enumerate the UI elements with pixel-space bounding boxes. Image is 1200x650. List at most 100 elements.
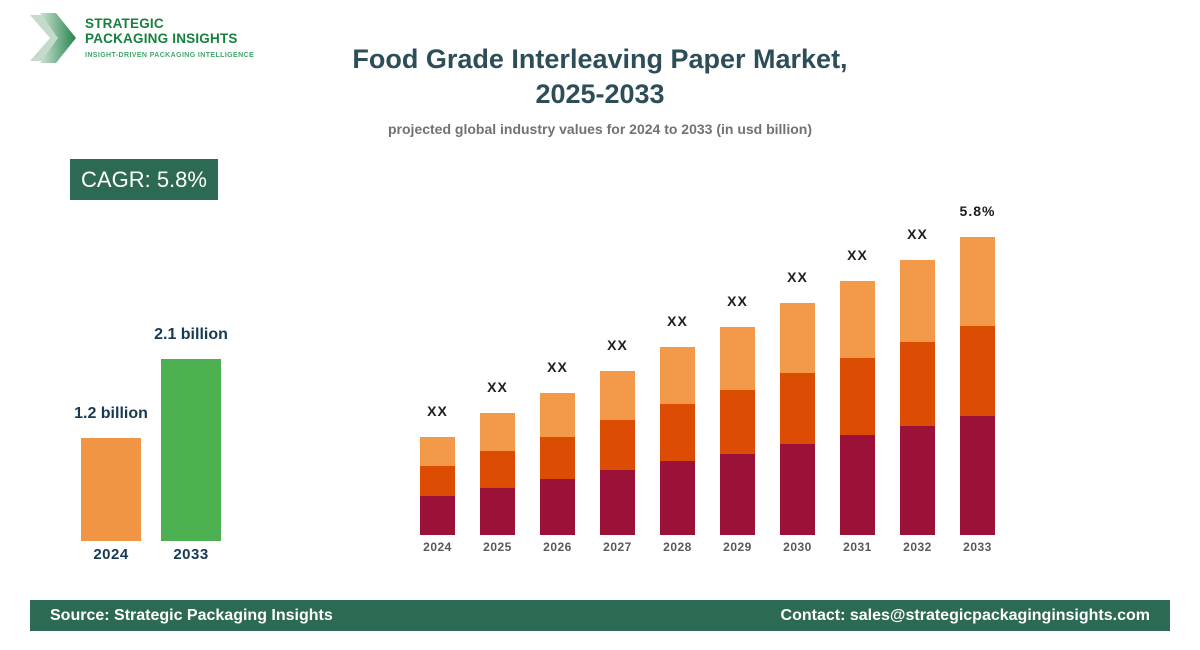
bar-value-label: XX: [727, 293, 748, 309]
segment-middle: [780, 373, 815, 444]
bar-category-label: 2030: [783, 540, 812, 554]
title-block: Food Grade Interleaving Paper Market, 20…: [0, 42, 1200, 137]
bar-value-label: XX: [607, 337, 628, 353]
segment-middle: [480, 451, 515, 488]
segment-bottom: [540, 479, 575, 535]
bar-category-label: 2027: [603, 540, 632, 554]
mini-bar-group: 1.2 billion 2024: [74, 405, 148, 563]
brand-name-line2: PACKAGING INSIGHTS: [85, 31, 238, 46]
segment-middle: [960, 326, 995, 416]
main-chart-bars: XX 2024 XX 2025 XX 2026 XX 2027 XX 2028 XX 2029 XX 20…: [420, 203, 995, 554]
page-title-line2: 2025-2033: [535, 79, 665, 109]
bar-value-label: 5.8%: [959, 203, 996, 219]
segment-top: [600, 371, 635, 420]
bar-category-label: 2025: [483, 540, 512, 554]
cagr-label: CAGR: 5.8%: [81, 166, 207, 192]
bar-stack: [780, 303, 815, 535]
mini-chart: 1.2 billion 2024 2.1 billion 2033: [74, 326, 228, 563]
bar-value-label: XX: [787, 269, 808, 285]
bar-stack: [720, 327, 755, 535]
bar-value-label: XX: [907, 226, 928, 242]
segment-bottom: [960, 416, 995, 535]
brand-name: STRATEGIC PACKAGING INSIGHTS: [85, 16, 254, 46]
bar-stack: [960, 237, 995, 535]
segment-top: [960, 237, 995, 326]
cagr-badge: CAGR: 5.8%: [70, 159, 218, 200]
page-subtitle: projected global industry values for 202…: [388, 121, 812, 137]
bar-category-label: 2024: [93, 546, 129, 563]
segment-middle: [600, 420, 635, 470]
bar: [81, 438, 141, 541]
bar-value-label: 2.1 billion: [154, 326, 228, 343]
bar-stack: [900, 260, 935, 535]
segment-bottom: [840, 435, 875, 535]
segment-middle: [720, 390, 755, 454]
bar-category-label: 2031: [843, 540, 872, 554]
segment-top: [720, 327, 755, 390]
segment-bottom: [780, 444, 815, 535]
bar-stack: [420, 437, 455, 535]
main-chart: XX 2024 XX 2025 XX 2026 XX 2027 XX 2028 XX 2029 XX 20…: [420, 203, 995, 554]
segment-top: [480, 413, 515, 451]
brand-logo: STRATEGIC PACKAGING INSIGHTS INSIGHT-DRI…: [30, 12, 254, 64]
stacked-bar-group: XX 2024: [420, 403, 455, 554]
bar: [161, 359, 221, 541]
bar-category-label: 2026: [543, 540, 572, 554]
bar-category-label: 2029: [723, 540, 752, 554]
segment-bottom: [600, 470, 635, 535]
segment-top: [540, 393, 575, 437]
bar-category-label: 2033: [173, 546, 209, 563]
brand-text-block: STRATEGIC PACKAGING INSIGHTS INSIGHT-DRI…: [85, 16, 254, 59]
segment-top: [900, 260, 935, 342]
bar-stack: [540, 393, 575, 535]
bar-category-label: 2033: [963, 540, 992, 554]
footer-contact[interactable]: Contact: sales@strategicpackaginginsight…: [780, 606, 1150, 624]
bar-value-label: XX: [427, 403, 448, 419]
brand-chevron-icon: [30, 13, 76, 63]
segment-bottom: [480, 488, 515, 535]
bar-category-label: 2024: [423, 540, 452, 554]
bar-stack: [480, 413, 515, 535]
stacked-bar-group: XX 2027: [600, 337, 635, 554]
stacked-bar-group: XX 2031: [840, 247, 875, 554]
segment-top: [780, 303, 815, 373]
segment-top: [660, 347, 695, 404]
stacked-bar-group: XX 2029: [720, 293, 755, 554]
stacked-bar-group: XX 2028: [660, 313, 695, 554]
footer-bar: Source: Strategic Packaging Insights Con…: [30, 600, 1170, 631]
bar-value-label: XX: [487, 379, 508, 395]
segment-middle: [840, 358, 875, 435]
segment-bottom: [660, 461, 695, 535]
bar-category-label: 2032: [903, 540, 932, 554]
segment-bottom: [420, 496, 455, 535]
segment-top: [420, 437, 455, 466]
page-title-line1: Food Grade Interleaving Paper Market,: [352, 44, 848, 74]
segment-middle: [540, 437, 575, 479]
segment-middle: [420, 466, 455, 496]
stacked-bar-group: XX 2032: [900, 226, 935, 554]
stacked-bar-group: XX 2026: [540, 359, 575, 554]
brand-name-line1: STRATEGIC: [85, 16, 164, 31]
bar-category-label: 2028: [663, 540, 692, 554]
mini-chart-bars: 1.2 billion 2024 2.1 billion 2033: [74, 326, 228, 563]
page-title: Food Grade Interleaving Paper Market, 20…: [0, 42, 1200, 112]
segment-bottom: [900, 426, 935, 535]
stacked-bar-group: 5.8% 2033: [960, 203, 995, 554]
brand-tagline: INSIGHT-DRIVEN PACKAGING INTELLIGENCE: [85, 52, 255, 59]
bar-value-label: XX: [547, 359, 568, 375]
segment-bottom: [720, 454, 755, 535]
stacked-bar-group: XX 2030: [780, 269, 815, 554]
bar-stack: [660, 347, 695, 535]
bar-value-label: 1.2 billion: [74, 405, 148, 422]
mini-bar-group: 2.1 billion 2033: [154, 326, 228, 563]
segment-middle: [900, 342, 935, 426]
bar-stack: [600, 371, 635, 535]
segment-middle: [660, 404, 695, 461]
footer-source: Source: Strategic Packaging Insights: [50, 606, 333, 624]
bar-stack: [840, 281, 875, 535]
stacked-bar-group: XX 2025: [480, 379, 515, 554]
bar-value-label: XX: [847, 247, 868, 263]
segment-top: [840, 281, 875, 358]
bar-value-label: XX: [667, 313, 688, 329]
